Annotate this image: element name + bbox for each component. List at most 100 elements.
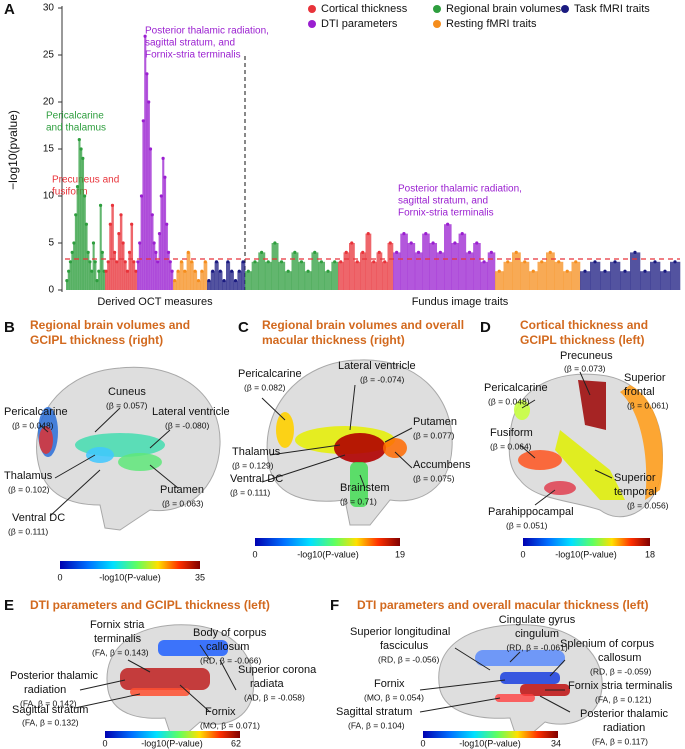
- label: (β = -0.074): [360, 374, 405, 384]
- label: Superior corona: [238, 664, 317, 676]
- label: radiata: [250, 678, 285, 690]
- point-column: [487, 252, 496, 290]
- point-column: [304, 271, 312, 290]
- point: [286, 269, 290, 273]
- label: Putamen: [413, 416, 457, 428]
- label: (FA, β = 0.143): [92, 647, 149, 657]
- point-column: [87, 252, 90, 290]
- point: [84, 222, 88, 226]
- point: [200, 269, 204, 273]
- point: [90, 269, 94, 273]
- point-column: [155, 252, 158, 290]
- point-column: [179, 261, 184, 290]
- point: [557, 260, 561, 264]
- point: [218, 269, 222, 273]
- label: Superior: [624, 372, 666, 384]
- point-column: [101, 252, 104, 290]
- point: [165, 222, 169, 226]
- colorbar-label: -log10(P-value): [99, 572, 161, 582]
- point: [643, 269, 647, 273]
- label: Cuneus: [108, 386, 146, 398]
- colorbar-label: 35: [195, 572, 205, 582]
- point: [372, 260, 376, 264]
- label: radiation: [603, 722, 645, 734]
- y-tick-label: 20: [43, 97, 55, 108]
- point-column: [245, 271, 252, 290]
- point-column: [134, 271, 138, 290]
- point: [74, 213, 78, 217]
- point-column: [80, 149, 83, 290]
- point-column: [103, 271, 106, 290]
- label: callosum: [598, 652, 641, 664]
- point: [183, 269, 187, 273]
- legend-label: DTI parameters: [321, 18, 398, 30]
- point-column: [81, 158, 85, 290]
- point: [91, 241, 96, 245]
- label: (RD, β = -0.066): [200, 655, 262, 665]
- point: [163, 175, 167, 179]
- y-tick-label: 0: [48, 285, 54, 296]
- point-column: [140, 196, 143, 290]
- point-column: [176, 271, 181, 290]
- point: [110, 203, 115, 207]
- point: [431, 241, 435, 245]
- label: Sagittal stratum: [336, 706, 412, 718]
- point: [266, 260, 270, 264]
- label: (FA, β = 0.117): [592, 736, 648, 746]
- point-column: [171, 271, 174, 290]
- point-column: [203, 261, 208, 290]
- point: [68, 260, 73, 264]
- label: Fornix stria: [90, 619, 145, 631]
- colorbar-label: 19: [395, 549, 405, 559]
- point-column: [354, 261, 361, 290]
- point-column: [237, 271, 242, 290]
- annotation: Posterior thalamic radiation,: [145, 26, 269, 37]
- label: (β = 0.051): [506, 520, 548, 530]
- region: [518, 450, 562, 470]
- point: [273, 241, 277, 245]
- leader-lines: [261, 384, 413, 489]
- point-column: [137, 261, 140, 290]
- point-column: [173, 280, 177, 290]
- panel-title: DTI parameters and GCIPL thickness (left…: [30, 598, 270, 612]
- point-column: [298, 261, 306, 290]
- point-column: [563, 271, 572, 290]
- label: (β = -0.080): [165, 420, 210, 430]
- point: [157, 232, 162, 236]
- label: radiation: [24, 684, 66, 696]
- y-tick-label: 15: [43, 144, 55, 155]
- point: [161, 156, 165, 160]
- point: [190, 260, 194, 264]
- panel-title: GCIPL thickness (right): [30, 333, 163, 347]
- point-column: [66, 280, 69, 290]
- colorbar: [105, 731, 240, 738]
- point-column: [124, 261, 127, 290]
- point: [72, 241, 76, 245]
- legend-marker: [561, 5, 569, 13]
- point: [548, 250, 552, 254]
- point: [115, 260, 119, 264]
- point-column: [130, 224, 134, 290]
- point: [97, 269, 101, 273]
- point-column: [376, 252, 383, 290]
- point: [383, 260, 387, 264]
- colorbar-label: -log10(P-value): [459, 738, 521, 748]
- point: [207, 279, 211, 283]
- point-column: [210, 271, 215, 290]
- point-column: [122, 243, 125, 290]
- point-column: [360, 252, 366, 290]
- point: [653, 260, 657, 264]
- y-tick-label: 25: [43, 50, 55, 61]
- point: [279, 260, 284, 264]
- colorbar: [523, 538, 650, 546]
- point: [460, 232, 464, 236]
- panel-e: E DTI parameters and GCIPL thickness (le…: [4, 597, 317, 748]
- point: [148, 147, 153, 151]
- point-column: [429, 243, 438, 290]
- region: [120, 668, 210, 690]
- point: [143, 34, 147, 38]
- label: Thalamus: [232, 446, 281, 458]
- point: [540, 260, 544, 264]
- point: [100, 250, 104, 254]
- point-column: [226, 261, 231, 290]
